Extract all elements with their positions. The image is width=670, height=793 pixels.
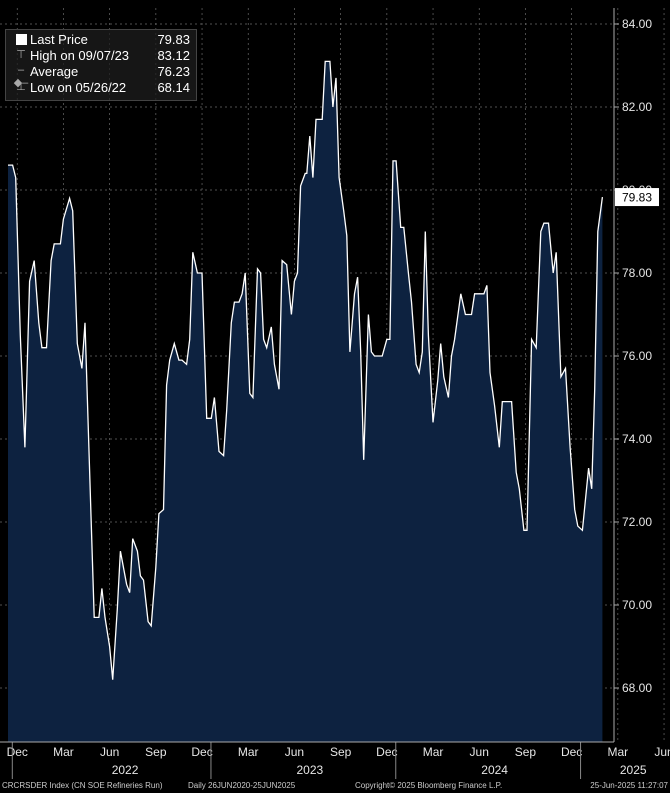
- y-axis: 68.0070.0072.0074.0076.0078.0080.0082.00…: [613, 8, 652, 742]
- y-tick-label: 72.00: [622, 515, 652, 529]
- chart-footer: CRCRSDER Index (CN SOE Refineries Run) D…: [0, 779, 670, 793]
- legend-high: ⊤ High on 09/07/23 83.12: [12, 48, 190, 64]
- x-tick-label: Dec: [561, 745, 582, 759]
- year-label: 2022: [112, 763, 139, 777]
- legend-value: 83.12: [157, 48, 190, 63]
- y-tick-label: 78.00: [622, 266, 652, 280]
- year-label: 2024: [481, 763, 508, 777]
- footer-timestamp: 25-Jun-2025 11:27:07: [590, 781, 668, 790]
- footer-index: CRCRSDER Index (CN SOE Refineries Run): [2, 781, 163, 790]
- last-price-box: [615, 188, 659, 207]
- price-area: [8, 61, 603, 742]
- last-price-label: 79.83: [622, 191, 652, 205]
- x-tick-label: Dec: [7, 745, 28, 759]
- x-tick-label: Sep: [515, 745, 537, 759]
- legend-value: 68.14: [157, 80, 190, 95]
- solid-square-icon: [12, 32, 30, 48]
- legend-label: Low on 05/26/22: [30, 80, 127, 95]
- y-tick-label: 84.00: [622, 17, 652, 31]
- chart-legend: Last Price 79.83 ⊤ High on 09/07/23 83.1…: [5, 29, 197, 101]
- x-tick-label: Sep: [145, 745, 167, 759]
- legend-last-price: Last Price 79.83: [12, 32, 190, 48]
- x-tick-label: Dec: [191, 745, 212, 759]
- y-tick-label: 68.00: [622, 681, 652, 695]
- legend-label: Last Price: [30, 32, 88, 47]
- x-tick-label: Mar: [53, 745, 74, 759]
- x-axis: Dec Mar Jun Sep Dec Mar Jun Sep Dec Mar Jun Sep Dec M…: [0, 741, 670, 779]
- price-line: [8, 60, 604, 680]
- x-tick-label: Jun: [285, 745, 304, 759]
- average-marker-icon: –◆–: [13, 64, 29, 89]
- legend-value: 76.23: [157, 64, 190, 79]
- legend-average: –◆– Average 76.23: [12, 64, 190, 89]
- legend-value: 79.83: [157, 32, 190, 47]
- y-tick-label: 76.00: [622, 349, 652, 363]
- high-marker-icon: ⊤: [16, 49, 26, 61]
- x-tick-label: Jun: [470, 745, 489, 759]
- legend-label: High on 09/07/23: [30, 48, 130, 63]
- y-tick-label: 70.00: [622, 598, 652, 612]
- footer-range: Daily 26JUN2020-25JUN2025: [188, 781, 296, 790]
- x-tick-label: Mar: [608, 745, 629, 759]
- year-label: 2025: [620, 763, 647, 777]
- legend-label: Average: [30, 64, 79, 79]
- x-tick-label: Sep: [330, 745, 352, 759]
- x-tick-label: Mar: [423, 745, 444, 759]
- x-tick-label: Mar: [238, 745, 259, 759]
- footer-copyright: Copyright© 2025 Bloomberg Finance L.P.: [355, 781, 503, 790]
- last-price-marker: 79.83: [615, 188, 659, 207]
- x-tick-label: Dec: [376, 745, 397, 759]
- year-label: 2023: [296, 763, 323, 777]
- legend-low: ⊥ Low on 05/26/22 68.14: [12, 80, 190, 96]
- x-tick-label: Jun: [100, 745, 119, 759]
- y-tick-label: 74.00: [622, 432, 652, 446]
- x-tick-label: Jun: [654, 745, 670, 759]
- low-marker-icon: ⊥: [16, 81, 26, 93]
- y-tick-label: 82.00: [622, 100, 652, 114]
